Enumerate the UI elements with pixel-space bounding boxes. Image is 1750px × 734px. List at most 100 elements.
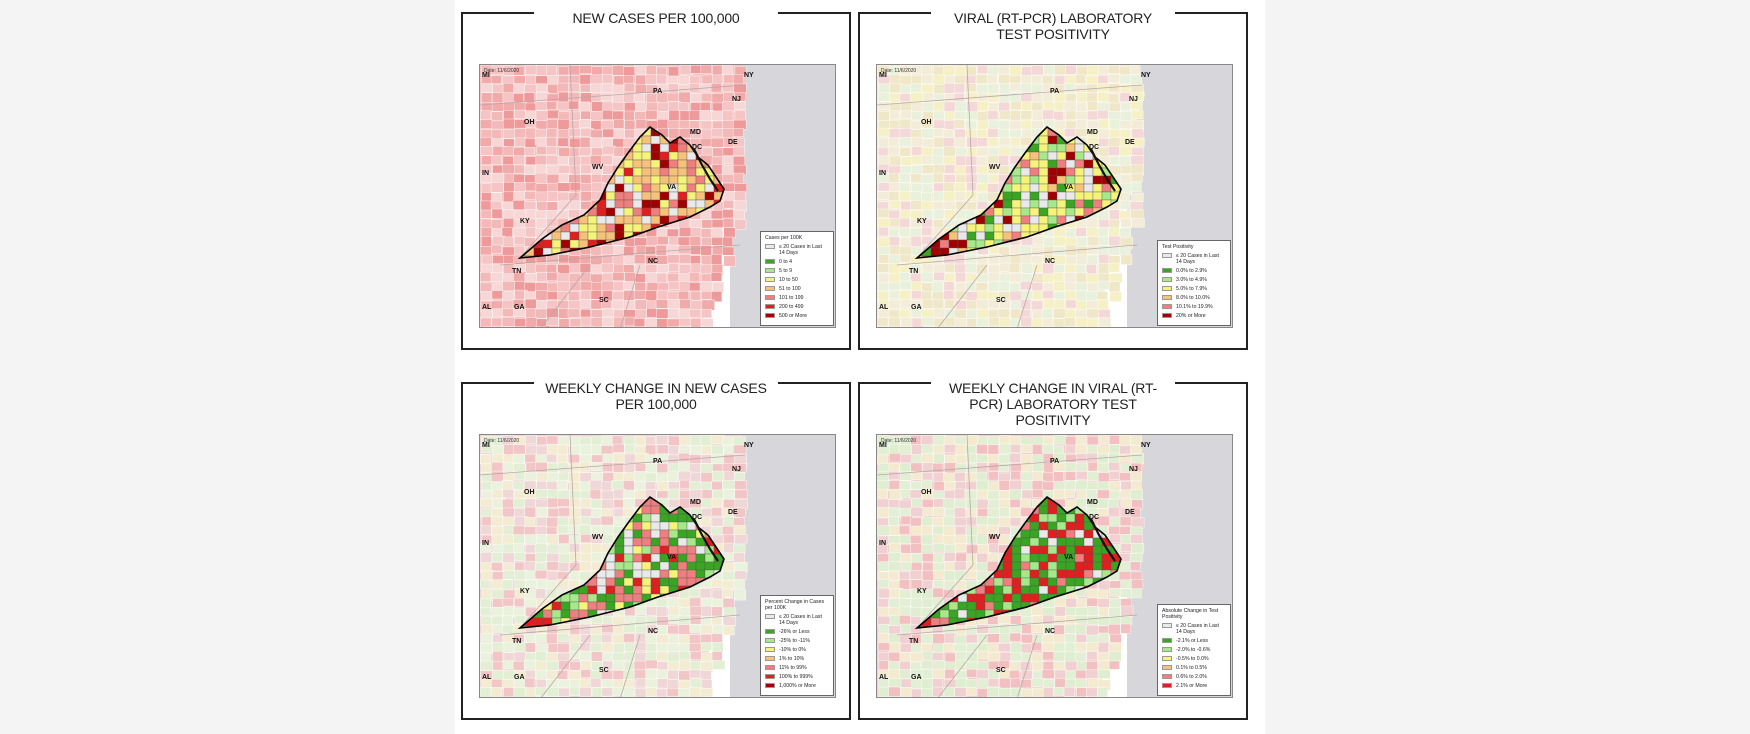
legend-swatch	[765, 259, 775, 264]
panel-test-positivity: VIRAL (RT-PCR) LABORATORY TEST POSITIVIT…	[858, 10, 1248, 350]
legend-swatch	[765, 647, 775, 652]
state-label-pa: PA	[1050, 88, 1059, 95]
legend-label: -10% to 0%	[779, 647, 806, 653]
state-label-pa: PA	[1050, 458, 1059, 465]
state-label-dc: DC	[1089, 514, 1099, 521]
state-borders	[480, 65, 746, 327]
legend-title: Cases per 100K	[765, 235, 803, 241]
legend-swatch	[765, 286, 775, 291]
state-label-sc: SC	[996, 297, 1006, 304]
state-borders	[877, 65, 1143, 327]
state-label-mi: MI	[879, 72, 887, 79]
state-label-ny: NY	[744, 72, 754, 79]
legend-item: 3.0% to 4.9%	[1162, 277, 1226, 283]
state-label-sc: SC	[599, 667, 609, 674]
legend-label: 1% to 10%	[779, 656, 805, 662]
state-label-nj: NJ	[732, 466, 741, 473]
legend-item: 0.6% to 2.0%	[1162, 674, 1226, 680]
panel-title: WEEKLY CHANGE IN VIRAL (RT-PCR) LABORATO…	[931, 380, 1175, 428]
legend-label: ≤ 20 Cases in Last 14 Days	[1176, 623, 1219, 635]
legend-item: ≤ 20 Cases in Last 14 Days	[1162, 253, 1226, 265]
legend-swatch	[1162, 295, 1172, 300]
legend-item: ≤ 20 Cases in Last 14 Days	[765, 614, 829, 626]
state-label-oh: OH	[921, 119, 932, 126]
state-label-mi: MI	[482, 442, 490, 449]
state-label-de: DE	[728, 509, 738, 516]
legend-swatch	[1162, 313, 1172, 318]
legend-swatch	[1162, 683, 1172, 688]
legend-label: 0.6% to 2.0%	[1176, 674, 1207, 680]
legend-item: 101 to 199	[765, 295, 829, 301]
legend-label: 500 or More	[779, 313, 807, 319]
legend-label: 5.0% to 7.9%	[1176, 286, 1207, 292]
legend-swatch	[765, 656, 775, 661]
legend-label: -26% or Less	[779, 629, 810, 635]
map-date: Date: 11/6/2020	[881, 438, 916, 444]
state-label-oh: OH	[524, 119, 535, 126]
legend-item: -26% or Less	[765, 629, 829, 635]
legend-label: 0 to 4	[779, 259, 792, 265]
legend-label: 0.1% to 0.5%	[1176, 665, 1207, 671]
state-label-ny: NY	[1141, 72, 1151, 79]
state-label-md: MD	[1087, 499, 1098, 506]
map-legend: Cases per 100K ≤ 20 Cases in Last 14 Day…	[760, 231, 834, 326]
panel-title: VIRAL (RT-PCR) LABORATORY TEST POSITIVIT…	[931, 10, 1175, 42]
legend-item: 10.1% to 19.9%	[1162, 304, 1226, 310]
legend-label: 0.0% to 2.9%	[1176, 268, 1207, 274]
legend-item: 100% to 999%	[765, 674, 829, 680]
state-label-ga: GA	[514, 304, 525, 311]
state-label-nc: NC	[1045, 258, 1055, 265]
legend-label: ≤ 20 Cases in Last 14 Days	[1176, 253, 1219, 265]
legend-item: 20% or More	[1162, 313, 1226, 319]
state-label-va: VA	[667, 554, 676, 561]
state-label-ga: GA	[911, 304, 922, 311]
legend-item: -2.1% or Less	[1162, 638, 1226, 644]
map-date: Date: 11/6/2020	[484, 438, 519, 444]
legend-label: 5 to 9	[779, 268, 792, 274]
state-label-mi: MI	[482, 72, 490, 79]
panel-new-cases: NEW CASES PER 100,000 Date: 11/6/2020 MI N…	[461, 10, 851, 350]
state-label-nc: NC	[648, 628, 658, 635]
state-label-dc: DC	[1089, 144, 1099, 151]
legend-label: -2.1% or Less	[1176, 638, 1209, 644]
legend-title: Test Positivity	[1162, 244, 1194, 250]
report-sheet: NEW CASES PER 100,000 Date: 11/6/2020 MI N…	[455, 0, 1265, 734]
state-label-pa: PA	[653, 458, 662, 465]
legend-swatch	[765, 638, 775, 643]
state-label-md: MD	[1087, 129, 1098, 136]
state-label-de: DE	[728, 139, 738, 146]
legend-item: 200 to 499	[765, 304, 829, 310]
state-label-al: AL	[879, 674, 889, 681]
legend-label: 1,000% or More	[779, 683, 816, 689]
legend-item: -10% to 0%	[765, 647, 829, 653]
legend-swatch	[765, 614, 775, 619]
state-borders	[877, 435, 1143, 697]
chesapeake-bay	[693, 148, 719, 192]
legend-swatch	[1162, 304, 1172, 309]
state-label-al: AL	[482, 304, 492, 311]
legend-swatch	[765, 295, 775, 300]
state-label-wv: WV	[592, 164, 604, 171]
virginia-outline	[914, 495, 1122, 630]
state-label-md: MD	[690, 129, 701, 136]
legend-item: 11% to 99%	[765, 665, 829, 671]
state-label-va: VA	[1064, 184, 1073, 191]
legend-swatch	[1162, 623, 1172, 628]
state-borders	[480, 435, 746, 697]
state-label-oh: OH	[921, 489, 932, 496]
legend-label: 8.0% to 10.0%	[1176, 295, 1210, 301]
map-weekly-change-cases: Date: 11/6/2020 MI NY PA NJ OH MD DC DE IN WV VA KY N…	[479, 434, 836, 698]
panel-weekly-change-cases: WEEKLY CHANGE IN NEW CASES PER 100,000 D…	[461, 380, 851, 720]
legend-label: 10.1% to 19.9%	[1176, 304, 1213, 310]
state-label-wv: WV	[592, 534, 604, 541]
legend-swatch	[1162, 277, 1172, 282]
legend-title: Absolute Change in Test Positivity	[1162, 608, 1219, 620]
state-label-tn: TN	[909, 638, 918, 645]
panel-title: WEEKLY CHANGE IN NEW CASES PER 100,000	[534, 380, 778, 412]
legend-label: 200 to 499	[779, 304, 804, 310]
legend-item: 10 to 50	[765, 277, 829, 283]
legend-label: 101 to 199	[779, 295, 804, 301]
legend-item: 1% to 10%	[765, 656, 829, 662]
legend-item: 0 to 4	[765, 259, 829, 265]
legend-swatch	[1162, 665, 1172, 670]
